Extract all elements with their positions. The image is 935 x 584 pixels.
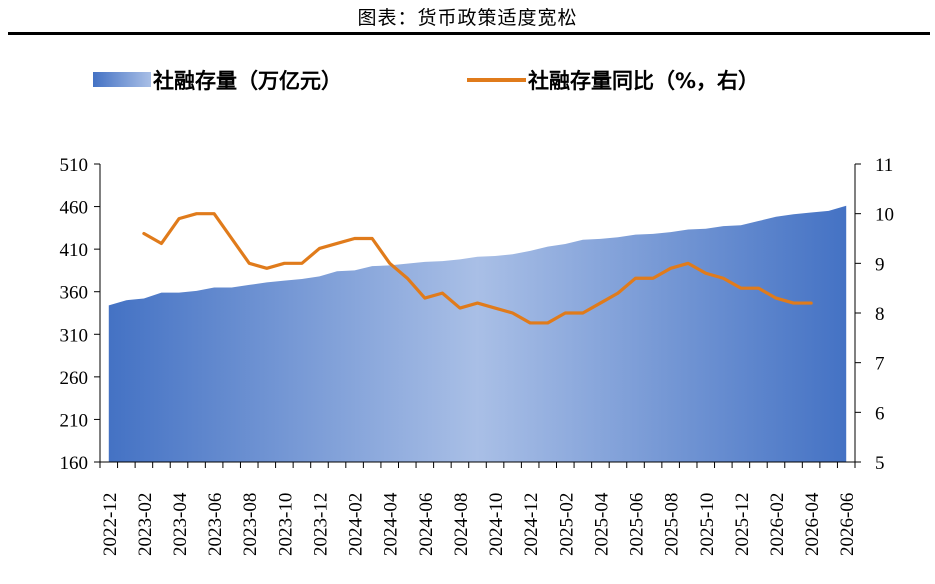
legend-swatch-area xyxy=(93,72,151,87)
y-right-tick-label: 8 xyxy=(875,304,885,325)
x-tick-label: 2025-10 xyxy=(697,493,718,556)
y-right-tick-label: 11 xyxy=(875,155,893,176)
plot-area: 160 210 260 310 360 410 460 510 5 6 7 8 9 10 11 2022-12… xyxy=(60,155,895,556)
area-series-stock xyxy=(108,205,847,462)
y-right-tick-label: 6 xyxy=(875,403,885,424)
x-tick-label: 2026-06 xyxy=(837,493,858,556)
y-right-tick-label: 5 xyxy=(875,453,885,474)
line-series-yoy xyxy=(142,212,813,325)
title-rule xyxy=(8,32,930,35)
x-tick-label: 2024-02 xyxy=(346,493,367,556)
x-tick-label: 2023-02 xyxy=(135,493,156,556)
y-right-tick-label: 9 xyxy=(875,254,885,275)
x-tick-label: 2024-06 xyxy=(416,493,437,556)
legend: 社融存量（万亿元） 社融存量同比（%，右） xyxy=(93,69,759,93)
x-tick-label: 2026-02 xyxy=(767,493,788,556)
legend-label-area: 社融存量（万亿元） xyxy=(152,69,342,93)
x-tick-label: 2025-06 xyxy=(627,493,648,556)
y-left-tick-label: 260 xyxy=(60,368,89,389)
x-tick-label: 2023-06 xyxy=(205,493,226,556)
x-tick-label: 2023-10 xyxy=(275,493,296,556)
y-left-tick-label: 460 xyxy=(60,198,89,219)
x-tick-label: 2024-12 xyxy=(521,493,542,556)
legend-label-line: 社融存量同比（%，右） xyxy=(527,69,759,93)
x-tick-label: 2022-12 xyxy=(100,493,121,556)
x-tick-label: 2024-10 xyxy=(486,493,507,556)
x-tick-label: 2025-12 xyxy=(732,493,753,556)
y-left-tick-label: 510 xyxy=(60,155,89,176)
y-left-tick-label: 410 xyxy=(60,240,89,261)
chart-title: 图表：货币政策适度宽松 xyxy=(357,7,578,29)
x-tick-label: 2024-08 xyxy=(451,493,472,556)
x-tick-label: 2023-08 xyxy=(240,493,261,556)
y-left-tick-label: 360 xyxy=(60,283,89,304)
x-tick-label: 2026-04 xyxy=(802,492,823,556)
x-tick-label: 2023-12 xyxy=(310,493,331,556)
x-tick-label: 2024-04 xyxy=(381,492,402,556)
y-left-tick-label: 310 xyxy=(60,325,89,346)
x-tick-label: 2025-04 xyxy=(591,492,612,556)
y-left-tick-label: 160 xyxy=(60,453,89,474)
x-tick-label: 2025-08 xyxy=(662,493,683,556)
y-right-tick-label: 7 xyxy=(875,354,885,375)
x-tick-label: 2023-04 xyxy=(170,492,191,556)
x-tick-label: 2025-02 xyxy=(556,493,577,556)
y-right-tick-label: 10 xyxy=(875,205,894,226)
y-left-tick-label: 210 xyxy=(60,410,89,431)
